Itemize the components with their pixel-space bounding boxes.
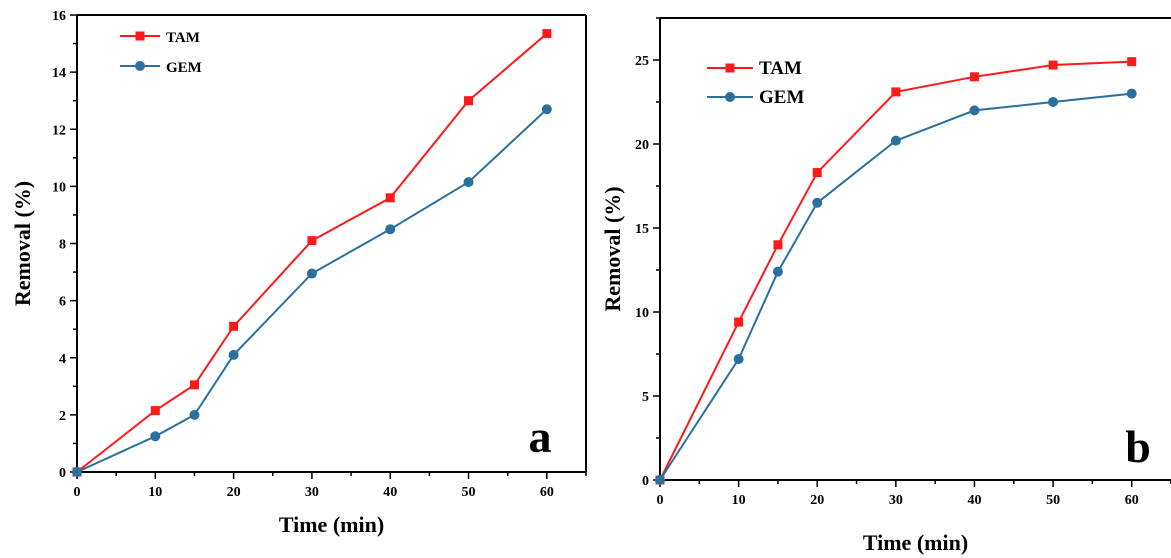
data-point-gem [464, 177, 474, 187]
y-tick-label: 0 [59, 466, 66, 481]
y-tick-label: 14 [52, 66, 66, 81]
x-tick-label: 30 [889, 493, 903, 508]
x-tick-label: 20 [810, 493, 824, 508]
x-tick-label: 50 [1046, 493, 1060, 508]
data-point-gem [773, 267, 783, 277]
data-point-gem [891, 136, 901, 146]
series-line-tam [660, 62, 1132, 480]
y-tick-label: 4 [59, 352, 66, 367]
legend-marker-gem [725, 92, 735, 102]
data-point-tam [229, 322, 238, 331]
data-point-gem [229, 350, 239, 360]
y-axis-title: Removal (%) [600, 186, 625, 311]
y-tick-label: 15 [635, 222, 649, 237]
chart-panel-b: 0 10 20 30 40 50 60 0 5 10 15 20 25 Time (min) Removal… [600, 18, 1171, 555]
data-point-gem [655, 475, 665, 485]
x-tick-label: 20 [227, 485, 241, 500]
y-tick-label: 8 [59, 238, 66, 253]
y-tick-label: 16 [52, 9, 66, 24]
data-point-tam [1049, 61, 1058, 70]
data-point-tam [386, 193, 395, 202]
y-tick-label: 25 [635, 54, 649, 69]
data-point-gem [1127, 89, 1137, 99]
legend-marker-tam [136, 32, 145, 41]
data-point-gem [72, 467, 82, 477]
legend-label-tam: TAM [759, 58, 802, 79]
legend-label-gem: GEM [759, 87, 804, 108]
data-point-tam [813, 168, 822, 177]
data-point-tam [307, 236, 316, 245]
series-line-tam [77, 34, 547, 472]
y-tick-label: 0 [642, 474, 649, 489]
data-point-tam [151, 406, 160, 415]
data-point-tam [734, 318, 743, 327]
x-tick-label: 0 [74, 485, 81, 500]
y-axis-title: Removal (%) [10, 181, 35, 306]
x-tick-label: 40 [967, 493, 981, 508]
legend-label-gem: GEM [166, 60, 202, 76]
data-point-gem [150, 431, 160, 441]
x-tick-label: 30 [305, 485, 319, 500]
data-point-gem [385, 224, 395, 234]
x-tick-label: 10 [148, 485, 162, 500]
x-tick-label: 50 [462, 485, 476, 500]
legend-marker-gem [135, 61, 145, 71]
panel-letter: a [529, 411, 552, 462]
data-point-tam [190, 380, 199, 389]
data-point-gem [542, 104, 552, 114]
y-tick-label: 5 [642, 390, 649, 405]
chart-panel-a: 0 10 20 30 40 50 60 0 2 4 6 8 10 12 14 16 Time (min) Remo… [10, 9, 586, 537]
series-line-gem [660, 94, 1132, 480]
data-point-gem [189, 410, 199, 420]
x-axis-title: Time (min) [279, 512, 384, 537]
data-point-gem [734, 354, 744, 364]
data-point-tam [773, 240, 782, 249]
y-tick-label: 10 [635, 306, 649, 321]
y-tick-label: 2 [59, 409, 66, 424]
data-point-gem [307, 268, 317, 278]
x-tick-label: 60 [540, 485, 554, 500]
y-tick-label: 10 [52, 180, 66, 195]
data-point-gem [969, 105, 979, 115]
data-point-gem [1048, 97, 1058, 107]
data-point-tam [542, 29, 551, 38]
legend-marker-tam [726, 64, 735, 73]
panel-letter: b [1125, 421, 1151, 472]
x-axis-title: Time (min) [863, 530, 968, 555]
legend-label-tam: TAM [166, 30, 200, 46]
data-point-tam [464, 96, 473, 105]
data-point-tam [891, 87, 900, 96]
data-point-gem [812, 198, 822, 208]
x-tick-label: 10 [732, 493, 746, 508]
x-tick-label: 60 [1125, 493, 1139, 508]
data-point-tam [1127, 57, 1136, 66]
x-tick-label: 40 [383, 485, 397, 500]
x-tick-label: 0 [657, 493, 664, 508]
y-tick-label: 12 [52, 123, 66, 138]
data-point-tam [970, 72, 979, 81]
y-tick-label: 6 [59, 295, 66, 310]
y-tick-label: 20 [635, 138, 649, 153]
